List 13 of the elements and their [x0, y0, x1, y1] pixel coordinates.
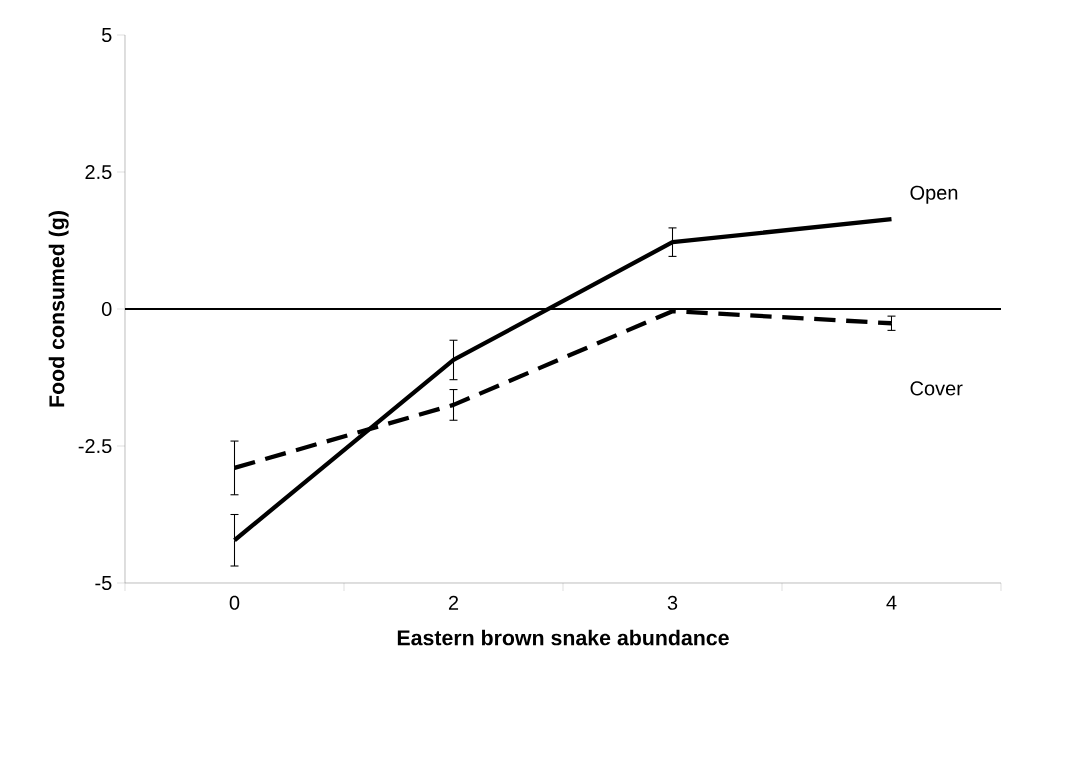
y-axis-title: Food consumed (g) — [48, 211, 69, 407]
x-axis-title: Eastern brown snake abundance — [397, 629, 729, 646]
x-tick-label: 2 — [448, 595, 459, 610]
x-tick-label: 3 — [667, 595, 678, 610]
x-tick-label: 4 — [886, 595, 897, 610]
y-tick-label: -5 — [95, 576, 112, 590]
y-tick-label: 0 — [101, 301, 112, 317]
y-tick-label: 5 — [101, 28, 112, 42]
y-tick-label: -2.5 — [78, 438, 112, 454]
series-label: Open — [910, 185, 958, 204]
text: Cover — [910, 381, 963, 396]
x-tick-label: 0 — [229, 595, 240, 610]
y-tick-label: 2.5 — [85, 164, 112, 180]
